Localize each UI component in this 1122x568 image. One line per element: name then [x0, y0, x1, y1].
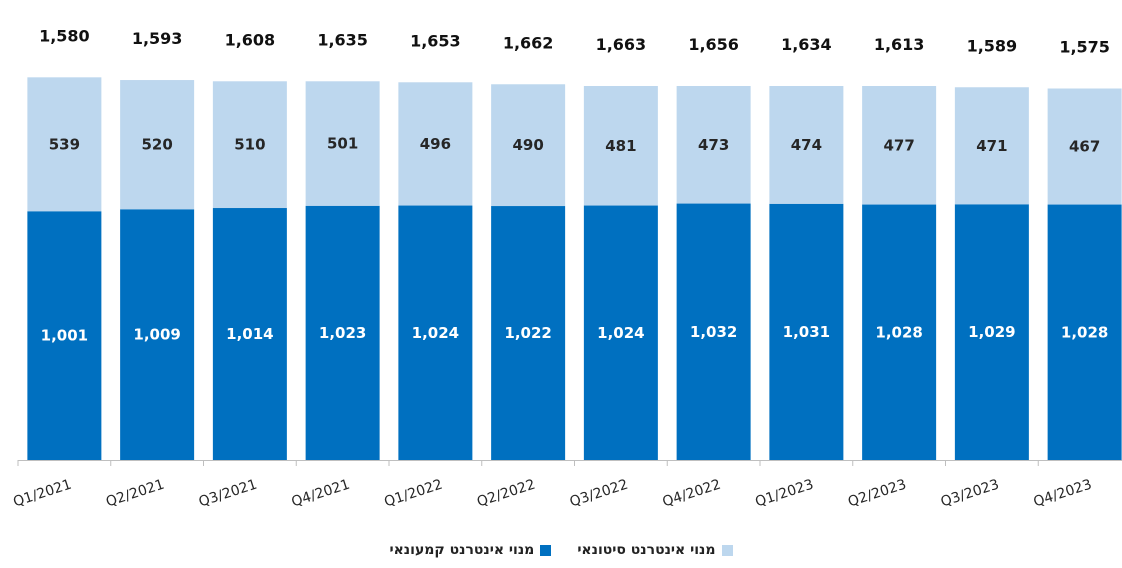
label-total-Q3/2021: 1,608	[225, 30, 276, 49]
label-wholesale-Q3/2022: 481	[605, 137, 636, 155]
tick-label-Q1/2021: Q1/2021	[11, 477, 73, 511]
label-wholesale-Q2/2021: 520	[141, 136, 172, 154]
label-total-Q1/2023: 1,634	[781, 35, 832, 54]
label-wholesale-Q4/2023: 467	[1069, 138, 1100, 156]
labels-group: 1,001 539 1,580 1,009 520 1,593 1,014 510 1,608 1…	[39, 26, 1110, 344]
tick-label-Q3/2022: Q3/2022	[568, 477, 630, 511]
legend-swatch-retail	[540, 544, 552, 556]
bar-retail-Q4/2023	[1047, 204, 1122, 460]
tick-label-Q1/2023: Q1/2023	[753, 477, 815, 511]
bar-retail-Q3/2022	[583, 205, 658, 460]
label-retail-Q2/2022: 1,022	[504, 324, 551, 342]
label-wholesale-Q4/2022: 473	[698, 136, 729, 154]
bar-retail-Q1/2021	[27, 211, 102, 460]
label-total-Q3/2022: 1,663	[596, 35, 647, 54]
tick-label-Q2/2021: Q2/2021	[104, 477, 166, 511]
label-retail-Q3/2022: 1,024	[597, 324, 644, 342]
label-total-Q2/2021: 1,593	[132, 29, 183, 48]
label-wholesale-Q1/2023: 474	[791, 136, 822, 154]
bar-retail-Q3/2023	[954, 204, 1029, 460]
x-axis-ticks: Q1/2021 Q2/2021 Q3/2021 Q4/2021 Q1/2022 Q2/20…	[11, 460, 1094, 511]
label-retail-Q1/2023: 1,031	[783, 323, 830, 341]
tick-label-Q4/2023: Q4/2023	[1032, 477, 1094, 511]
bar-wholesale-Q2/2021	[120, 80, 195, 210]
bar-wholesale-Q1/2022	[398, 82, 473, 206]
bar-retail-Q2/2022	[491, 206, 566, 460]
bar-wholesale-Q3/2022	[583, 86, 658, 206]
label-retail-Q4/2021: 1,023	[319, 324, 366, 342]
bar-wholesale-Q2/2023	[862, 86, 937, 205]
label-retail-Q1/2021: 1,001	[41, 327, 88, 345]
bar-wholesale-Q4/2023	[1047, 88, 1122, 205]
label-retail-Q3/2021: 1,014	[226, 325, 273, 343]
bar-wholesale-Q2/2022	[491, 84, 566, 207]
bar-wholesale-Q3/2023	[954, 87, 1029, 205]
label-total-Q4/2021: 1,635	[317, 30, 368, 49]
tick-label-Q2/2022: Q2/2022	[475, 477, 537, 511]
label-wholesale-Q3/2023: 471	[976, 137, 1007, 155]
bar-wholesale-Q1/2023	[769, 86, 844, 204]
legend-item-wholesale: מנוי אינטרנט סיטונאי	[577, 542, 733, 558]
legend-label-retail: מנוי אינטרנט קמעונאי	[389, 542, 535, 558]
label-total-Q2/2023: 1,613	[874, 35, 925, 54]
label-total-Q1/2022: 1,653	[410, 31, 461, 50]
tick-label-Q4/2022: Q4/2022	[661, 477, 723, 511]
bar-wholesale-Q1/2021	[27, 77, 102, 212]
label-total-Q4/2022: 1,656	[688, 35, 739, 54]
label-wholesale-Q2/2023: 477	[883, 136, 914, 154]
bar-retail-Q3/2021	[212, 208, 287, 460]
bars-group	[27, 77, 1122, 460]
label-retail-Q3/2023: 1,029	[968, 323, 1015, 341]
legend-swatch-wholesale	[721, 544, 733, 556]
label-wholesale-Q3/2021: 510	[234, 136, 265, 154]
bar-retail-Q2/2023	[862, 204, 937, 460]
label-retail-Q4/2023: 1,028	[1061, 323, 1108, 341]
tick-label-Q4/2021: Q4/2021	[290, 477, 352, 511]
label-retail-Q1/2022: 1,024	[412, 324, 459, 342]
label-total-Q4/2023: 1,575	[1059, 37, 1110, 56]
tick-label-Q3/2021: Q3/2021	[197, 477, 259, 511]
tick-label-Q1/2022: Q1/2022	[382, 477, 444, 511]
bar-wholesale-Q3/2021	[212, 81, 287, 209]
legend-label-wholesale: מנוי אינטרנט סיטונאי	[577, 542, 716, 558]
tick-label-Q3/2023: Q3/2023	[939, 477, 1001, 511]
label-retail-Q4/2022: 1,032	[690, 323, 737, 341]
label-retail-Q2/2021: 1,009	[133, 326, 180, 344]
bar-wholesale-Q4/2021	[305, 81, 380, 206]
label-retail-Q2/2023: 1,028	[875, 323, 922, 341]
stacked-bar-chart: 1,001 539 1,580 1,009 520 1,593 1,014 510 1,608 1…	[11, 26, 1122, 511]
label-wholesale-Q1/2022: 496	[420, 135, 451, 153]
tick-label-Q2/2023: Q2/2023	[846, 477, 908, 511]
legend-item-retail: מנוי אינטרנט קמעונאי	[389, 542, 552, 558]
label-total-Q1/2021: 1,580	[39, 26, 90, 45]
bar-retail-Q4/2022	[676, 203, 751, 460]
label-wholesale-Q2/2022: 490	[512, 136, 543, 154]
bar-wholesale-Q4/2022	[676, 86, 751, 204]
label-total-Q2/2022: 1,662	[503, 33, 554, 52]
bar-retail-Q1/2023	[769, 203, 844, 460]
legend: מנוי אינטרנט סיטונאי מנוי אינטרנט קמעונא…	[0, 538, 1122, 562]
label-wholesale-Q1/2021: 539	[49, 135, 80, 153]
label-wholesale-Q4/2021: 501	[327, 135, 358, 153]
bar-retail-Q2/2021	[120, 209, 195, 460]
bar-retail-Q1/2022	[398, 205, 473, 460]
label-total-Q3/2023: 1,589	[967, 36, 1018, 55]
bar-retail-Q4/2021	[305, 205, 380, 460]
